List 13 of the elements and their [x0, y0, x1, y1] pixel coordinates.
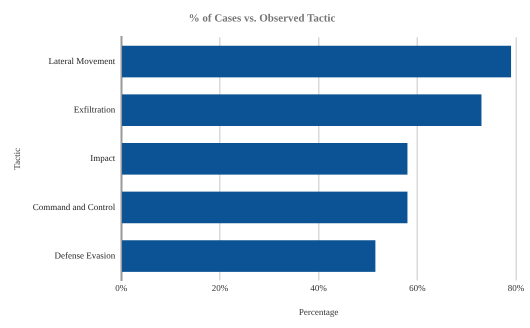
- y-tick-label: Impact: [90, 153, 116, 164]
- chart-title: % of Cases vs. Observed Tactic: [188, 12, 336, 24]
- y-tick-label: Lateral Movement: [48, 56, 116, 66]
- x-tick-label: 20%: [212, 283, 229, 294]
- y-tick-label: Defense Evasion: [54, 250, 116, 260]
- x-tick-label: 80%: [508, 283, 525, 294]
- x-tick-label: 0%: [115, 283, 128, 294]
- y-axis-title: Tactic: [12, 148, 22, 170]
- y-tick-label: Command and Control: [32, 202, 116, 212]
- x-tick-label: 60%: [409, 283, 426, 294]
- y-tick-label: Exfiltration: [74, 104, 116, 115]
- x-axis-title: Percentage: [298, 306, 338, 317]
- x-tick-label: 40%: [310, 283, 328, 294]
